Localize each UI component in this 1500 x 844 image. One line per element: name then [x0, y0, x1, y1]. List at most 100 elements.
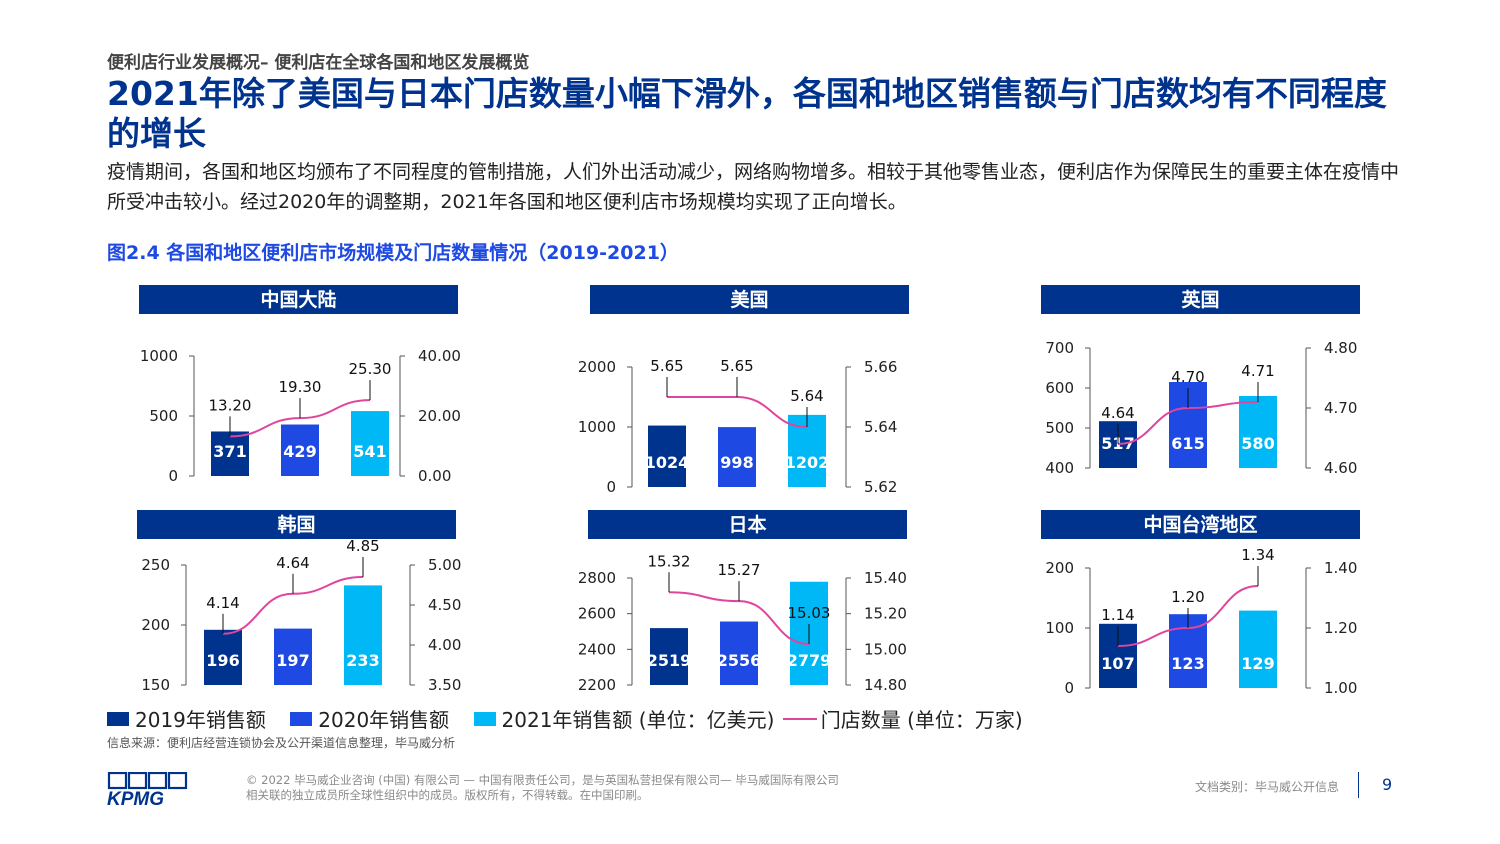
panel-5-title: 中国台湾地区: [1143, 513, 1257, 536]
document-classification: 文档类别：毕马威公开信息: [1195, 780, 1340, 794]
panel-0-bar-2020: [281, 424, 319, 476]
panel-2-line-label: 4.70: [1171, 368, 1204, 386]
panel-3-bar-2020: [274, 628, 312, 685]
intro-paragraph: 疫情期间，各国和地区均颁布了不同程度的管制措施，人们外出活动减少，网络购物增多。…: [107, 161, 1400, 213]
legend-label-2020: 2020年销售额: [318, 708, 450, 732]
section-kicker: 便利店行业发展概况– 便利店在全球各国和地区发展概览: [107, 53, 530, 73]
panel-5-bar-label: 123: [1171, 654, 1204, 673]
panel-1-left-tick-label: 2000: [578, 358, 616, 376]
panel-2-store-line: [1117, 401, 1259, 445]
panel-2-line-label: 4.71: [1241, 362, 1274, 380]
panel-0-title-bar: [139, 285, 458, 314]
panel-2-left-tick-label: 600: [1045, 379, 1074, 397]
panel-4-left-tick-label: 2600: [578, 605, 616, 623]
panel-3-bar-label: 233: [346, 651, 379, 670]
source-note: 信息来源：便利店经营连锁协会及公开渠道信息整理，毕马威分析: [107, 736, 456, 750]
panel-2-right-tick-label: 4.60: [1324, 459, 1357, 477]
panel-5-line-label: 1.20: [1171, 588, 1204, 606]
panel-3-left-tick-label: 150: [141, 676, 170, 694]
panel-3-right-tick-label: 3.50: [428, 676, 461, 694]
chart-legend: 2019年销售额 2020年销售额 2021年销售额 (单位：亿美元) 门店数量…: [107, 704, 1023, 733]
svg-text:KPMG: KPMG: [107, 789, 164, 808]
panel-4-right-tick-label: 15.40: [864, 569, 907, 587]
panel-1-title-bar: [590, 285, 909, 314]
legend-swatch-2019: [107, 711, 129, 726]
panel-3-bar-2019: [204, 629, 242, 685]
panel-4-left-tick-label: 2800: [578, 569, 616, 587]
panel-5-bar-label: 129: [1241, 654, 1274, 673]
panel-0-left-tick-label: 0: [168, 467, 178, 485]
panel-4-right-tick-label: 14.80: [864, 676, 907, 694]
panel-4-bar-2020: [720, 621, 758, 685]
panel-4-right-tick-label: 15.20: [864, 605, 907, 623]
panel-5-right-tick-label: 1.40: [1324, 559, 1357, 577]
legend-label-2019: 2019年销售额: [135, 708, 266, 732]
panel-1-left-tick-label: 1000: [578, 418, 616, 436]
panel-3-line-label: 4.14: [206, 594, 239, 612]
panel-5-left-tick-label: 100: [1045, 619, 1074, 637]
legend-label-2021: 2021年销售额 (单位：亿美元): [501, 708, 775, 732]
panel-3-bar-2021: [344, 585, 382, 685]
panel-3-store-line: [222, 576, 364, 635]
panel-2-line-label: 4.64: [1101, 404, 1134, 422]
legend-line-stores: [782, 717, 817, 720]
panel-4-bar-2019: [650, 628, 688, 685]
panel-0-right-tick-label: 40.00: [418, 347, 461, 365]
figure-title: 图2.4 各国和地区便利店市场规模及门店数量情况（2019-2021）: [107, 242, 679, 264]
panel-0-right-tick-label: 20.00: [418, 407, 461, 425]
panel-2-right-tick-label: 4.70: [1324, 399, 1357, 417]
panel-2-title-bar: [1041, 285, 1360, 314]
panel-3-title: 韩国: [277, 513, 315, 536]
panel-4-bar-label: 2519: [647, 651, 692, 670]
panel-0-right-tick-label: 0.00: [418, 467, 451, 485]
panel-4-line-label: 15.27: [718, 561, 761, 579]
legend-swatch-2020: [290, 711, 313, 726]
panel-0-title: 中国大陆: [260, 288, 336, 311]
panel-3-bar-label: 196: [206, 651, 239, 670]
panel-1-bar-label: 998: [720, 453, 753, 472]
panel-0-line-label: 25.30: [349, 360, 392, 378]
panel-3-left-tick-label: 250: [141, 556, 170, 574]
panel-3-title-bar: [137, 510, 456, 539]
panel-4-title: 日本: [728, 513, 766, 536]
panel-1-bar-2019: [648, 425, 686, 487]
panel-0-bar-label: 371: [213, 442, 246, 461]
panel-5-bar-label: 107: [1101, 654, 1134, 673]
copyright-line-1: © 2022 毕马威企业咨询 (中国) 有限公司 — 中国有限责任公司，是与英国…: [246, 773, 839, 787]
page-number: 9: [1382, 775, 1393, 794]
panel-1-line-label: 5.65: [650, 357, 683, 375]
panel-0-line-label: 19.30: [279, 378, 322, 396]
panel-3-bar-label: 197: [276, 651, 309, 670]
panel-1-line-label: 5.64: [790, 387, 823, 405]
panel-4-left-tick-label: 2400: [578, 640, 616, 658]
panel-2-bar-2021: [1239, 396, 1277, 468]
panel-1-line-label: 5.65: [720, 357, 753, 375]
panel-5-left-tick-label: 200: [1045, 559, 1074, 577]
panel-2-right-tick-label: 4.80: [1324, 339, 1357, 357]
panel-3-right-tick-label: 5.00: [428, 556, 461, 574]
copyright-line-2: 相关联的独立成员所全球性组织中的成员。版权所有，不得转载。在中国印刷。: [246, 788, 649, 802]
panel-1-right-tick-label: 5.62: [864, 478, 897, 496]
kpmg-logo: KPMG: [107, 772, 188, 808]
panel-0-left-tick-label: 500: [149, 407, 178, 425]
panel-1-left-tick-label: 0: [606, 478, 616, 496]
panel-0-bar-label: 429: [283, 442, 316, 461]
panel-3-right-tick-label: 4.50: [428, 596, 461, 614]
panel-1-right-tick-label: 5.66: [864, 358, 897, 376]
copyright-notice: © 2022 毕马威企业咨询 (中国) 有限公司 — 中国有限责任公司，是与英国…: [246, 773, 839, 803]
panel-5-title-bar: [1041, 510, 1360, 539]
panel-5-bar-2021: [1239, 610, 1277, 688]
panel-2-left-tick-label: 400: [1045, 459, 1074, 477]
panel-5-line-label: 1.34: [1241, 546, 1274, 564]
panel-4-title-bar: [588, 510, 907, 539]
panel-1-store-line: [667, 396, 808, 428]
panel-0-bar-2019: [211, 431, 249, 476]
legend-swatch-2021: [473, 711, 496, 726]
panel-1-bar-label: 1024: [645, 453, 690, 472]
panel-4-line-label: 15.32: [648, 552, 691, 570]
panel-0-left-tick-label: 1000: [140, 347, 178, 365]
panel-2-left-tick-label: 700: [1045, 339, 1074, 357]
panel-4-bar-label: 2556: [717, 651, 762, 670]
panel-0-line-label: 13.20: [209, 396, 252, 414]
